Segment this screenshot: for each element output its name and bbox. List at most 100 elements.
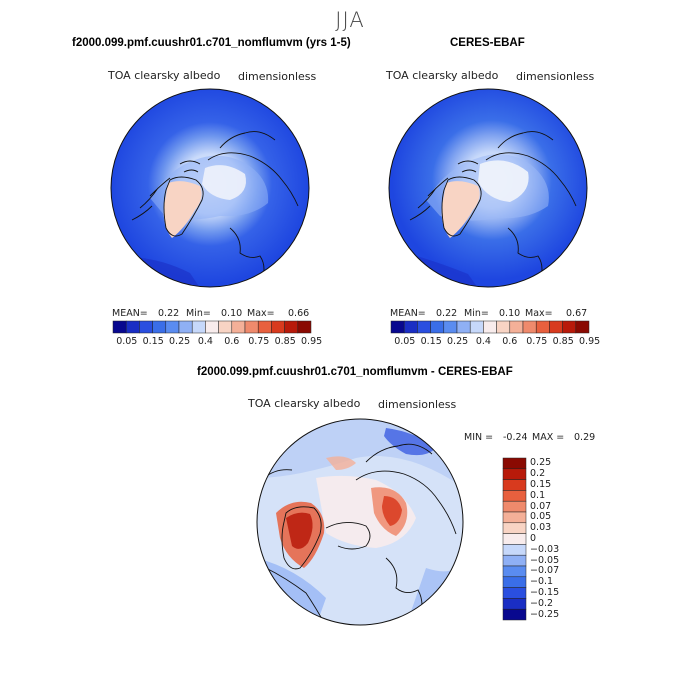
obs-colorbar xyxy=(390,320,590,334)
model-colorbar-tick-label: 0.05 xyxy=(116,336,138,347)
diff-colorbar-swatch xyxy=(502,490,527,502)
model-colorbar-swatch xyxy=(284,320,299,334)
diff-colorbar-tick-label: −0.15 xyxy=(530,587,560,598)
model-colorbar-tick-label: 0.85 xyxy=(274,336,296,347)
diff-colorbar-tick-label: −0.07 xyxy=(530,565,560,577)
diff-colorbar-ticks: 0.25 0.2 0.15 0.1 0.07 0.05 0.03 0 −0.03 −0.05 −0.… xyxy=(530,457,590,620)
model-units-label: dimensionless xyxy=(238,70,317,83)
model-colorbar-swatch xyxy=(231,320,246,334)
model-colorbar-tick-label: 0.75 xyxy=(248,336,270,347)
model-colorbar-swatch xyxy=(152,320,167,334)
model-colorbar-swatch xyxy=(297,320,312,334)
diff-colorbar-tick-label: 0.25 xyxy=(530,457,552,469)
obs-max-value: 0.67 xyxy=(566,308,588,319)
model-polar-map xyxy=(110,88,310,288)
obs-colorbar-tick-label: 0.15 xyxy=(420,336,442,347)
model-colorbar-swatch xyxy=(271,320,285,334)
diff-max-value: 0.29 xyxy=(574,432,596,443)
obs-min-label: Min= xyxy=(464,308,489,319)
diff-colorbar-swatch xyxy=(502,544,527,556)
obs-colorbar-tick-label: 0.4 xyxy=(475,336,491,347)
model-colorbar-tick-label: 0.15 xyxy=(142,336,164,347)
obs-colorbar-ticks: 0.05 0.15 0.25 0.4 0.6 0.75 0.85 0.95 xyxy=(391,336,600,348)
model-colorbar-swatch xyxy=(257,320,272,334)
obs-colorbar-swatch xyxy=(496,320,511,334)
diff-colorbar-swatch xyxy=(502,608,527,621)
obs-colorbar-tick-label: 0.6 xyxy=(502,336,518,347)
diff-colorbar-swatch xyxy=(502,500,527,513)
obs-colorbar-swatch xyxy=(417,320,431,334)
model-colorbar-swatch xyxy=(178,320,193,334)
diff-colorbar-tick-label: 0.1 xyxy=(530,489,546,501)
diff-colorbar-swatch xyxy=(502,522,527,534)
model-variable-label: TOA clearsky albedo xyxy=(108,69,221,82)
obs-colorbar-swatch xyxy=(469,320,484,334)
model-colorbar-tick-label: 0.4 xyxy=(197,336,213,347)
diff-colorbar-swatch xyxy=(502,511,527,524)
obs-colorbar-tick-label: 0.05 xyxy=(394,336,416,347)
diff-colorbar-swatch xyxy=(502,457,527,470)
obs-colorbar-tick-label: 0.95 xyxy=(579,336,601,347)
diff-colorbar-tick-label: 0.03 xyxy=(530,522,552,534)
obs-polar-map xyxy=(388,88,588,288)
model-colorbar-swatch xyxy=(218,320,233,334)
diff-colorbar-tick-label: 0.2 xyxy=(530,468,546,480)
model-colorbar-swatch xyxy=(139,320,153,334)
diff-colorbar-swatch xyxy=(502,479,527,491)
model-colorbar-ticks: 0.05 0.15 0.25 0.4 0.6 0.75 0.85 0.95 xyxy=(113,336,322,348)
obs-colorbar-swatch xyxy=(390,320,405,334)
diff-colorbar-tick-label: 0.07 xyxy=(530,500,552,512)
model-max-label: Max= xyxy=(247,308,275,319)
model-colorbar xyxy=(112,320,312,334)
model-colorbar-swatch xyxy=(125,320,140,334)
diff-panel-title: f2000.099.pmf.cuushr01.c701_nomflumvm - … xyxy=(197,366,513,378)
obs-colorbar-swatch xyxy=(575,320,590,334)
obs-colorbar-swatch xyxy=(535,320,550,334)
diff-colorbar-tick-label: −0.25 xyxy=(530,608,560,620)
diff-colorbar xyxy=(502,457,527,621)
season-title: JJA xyxy=(335,8,365,32)
obs-min-value: 0.10 xyxy=(499,308,521,319)
diff-colorbar-swatch xyxy=(502,576,527,588)
diff-colorbar-swatch xyxy=(502,565,527,578)
model-colorbar-tick-label: 0.25 xyxy=(169,336,191,347)
model-mean-label: MEAN= xyxy=(112,308,148,319)
obs-colorbar-swatch xyxy=(483,320,497,334)
obs-colorbar-swatch xyxy=(403,320,418,334)
diff-colorbar-swatch xyxy=(502,598,527,610)
model-colorbar-swatch xyxy=(244,320,259,334)
obs-max-label: Max= xyxy=(525,308,553,319)
obs-colorbar-tick-label: 0.75 xyxy=(526,336,548,347)
obs-colorbar-swatch xyxy=(562,320,577,334)
diff-colorbar-tick-label: −0.1 xyxy=(530,576,554,588)
obs-colorbar-swatch xyxy=(509,320,524,334)
model-colorbar-swatch xyxy=(165,320,180,334)
obs-colorbar-swatch xyxy=(456,320,471,334)
obs-variable-label: TOA clearsky albedo xyxy=(386,69,499,82)
diff-colorbar-swatch xyxy=(502,554,527,567)
obs-units-label: dimensionless xyxy=(516,70,595,83)
model-colorbar-swatch xyxy=(191,320,206,334)
diff-colorbar-tick-label: −0.03 xyxy=(530,543,560,555)
model-colorbar-tick-label: 0.6 xyxy=(224,336,240,347)
model-mean-value: 0.22 xyxy=(158,308,180,319)
obs-panel-title: CERES-EBAF xyxy=(450,37,525,49)
diff-colorbar-tick-label: 0.05 xyxy=(530,511,552,523)
diff-colorbar-tick-label: 0.15 xyxy=(530,479,552,490)
obs-mean-label: MEAN= xyxy=(390,308,426,319)
obs-colorbar-swatch xyxy=(430,320,445,334)
model-colorbar-swatch xyxy=(112,320,127,334)
diff-polar-map xyxy=(256,418,464,626)
diff-min-label: MIN = xyxy=(464,432,494,443)
model-colorbar-tick-label: 0.95 xyxy=(301,336,323,347)
diff-colorbar-swatch xyxy=(502,468,527,480)
obs-colorbar-swatch xyxy=(522,320,537,334)
obs-colorbar-tick-label: 0.85 xyxy=(552,336,574,347)
diff-colorbar-tick-label: 0 xyxy=(530,533,537,544)
model-panel-title: f2000.099.pmf.cuushr01.c701_nomflumvm (y… xyxy=(72,37,351,49)
model-min-label: Min= xyxy=(186,308,211,319)
diff-colorbar-swatch xyxy=(502,587,527,599)
model-colorbar-swatch xyxy=(205,320,219,334)
diff-max-label: MAX = xyxy=(532,432,565,443)
diff-colorbar-tick-label: −0.2 xyxy=(530,597,554,609)
